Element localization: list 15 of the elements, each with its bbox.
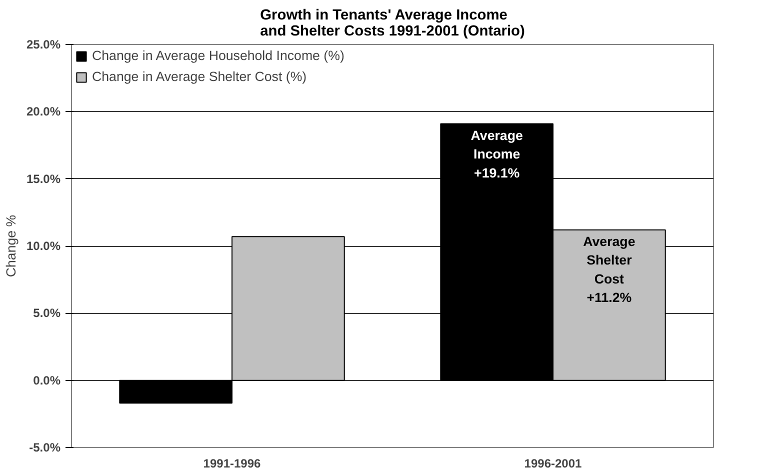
x-tick-label: 1991-1996 (203, 456, 262, 470)
y-axis-title: Change % (3, 214, 18, 278)
y-tick-label: 0.0% (33, 373, 61, 388)
chart-title: Growth in Tenants' Average Income and Shelter Costs 1991-2001 (Ontario) (260, 8, 525, 40)
y-tick-label: 5.0% (33, 306, 61, 320)
y-tick-label: 25.0% (26, 38, 61, 52)
y-tick-label: 15.0% (26, 172, 61, 186)
legend-label: Change in Average Shelter Cost (%) (92, 69, 307, 84)
y-tick-label: 20.0% (26, 104, 61, 119)
y-tick-label: -5.0% (29, 440, 61, 454)
legend-label: Change in Average Household Income (%) (92, 48, 344, 63)
annotation: Average Income +19.1% (470, 128, 523, 180)
annotation: Average Shelter Cost +11.2% (583, 234, 636, 306)
x-tick-label: 1996-2001 (524, 456, 582, 470)
y-tick-label: 10.0% (26, 239, 61, 253)
